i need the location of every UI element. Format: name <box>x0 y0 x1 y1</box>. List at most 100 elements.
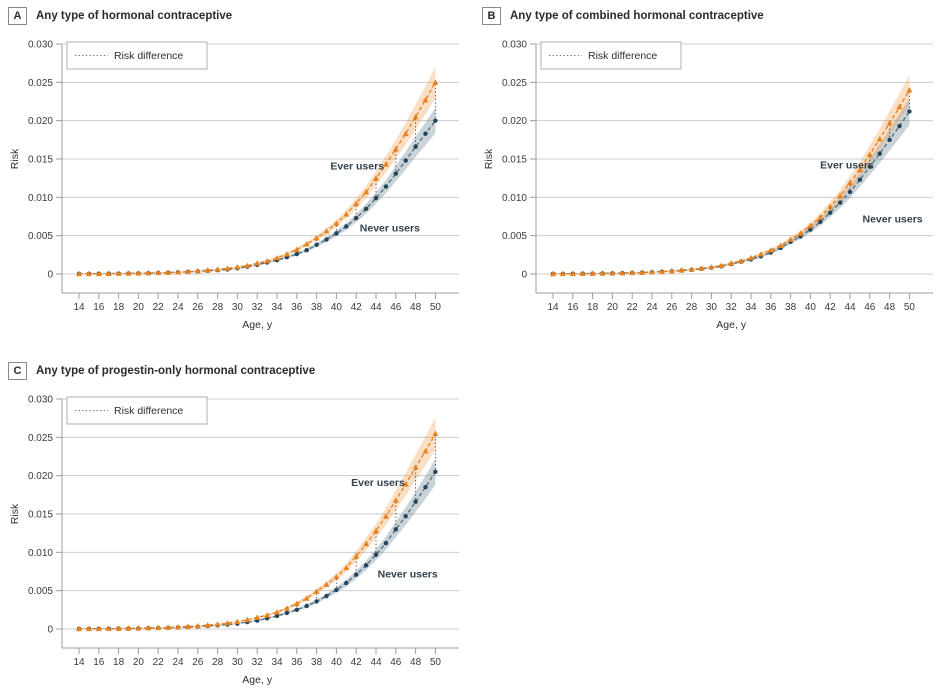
x-tick-label: 36 <box>765 302 777 313</box>
x-tick-label: 30 <box>706 302 718 313</box>
ever-users-marker <box>373 175 379 181</box>
ever-users-marker <box>95 270 102 277</box>
ever-users-marker <box>76 270 82 277</box>
ever-users-marker <box>303 241 310 247</box>
ever-users-marker <box>569 270 576 277</box>
ever-users-marker <box>234 618 241 625</box>
x-tick-label: 48 <box>410 657 422 668</box>
x-tick-label: 26 <box>192 302 204 313</box>
never-users-marker <box>284 610 290 616</box>
never-users-marker <box>314 242 319 248</box>
ever-users-marker <box>589 270 596 276</box>
ever-users-label: Ever users <box>351 477 405 489</box>
ever-users-marker <box>184 623 191 629</box>
x-tick-label: 16 <box>93 657 105 668</box>
y-tick-label: 0.010 <box>28 548 53 559</box>
ever-users-marker <box>363 540 370 547</box>
ever-users-marker <box>579 270 586 277</box>
x-tick-label: 30 <box>232 302 244 313</box>
never-users-marker <box>334 231 339 236</box>
ever-users-marker <box>244 616 251 623</box>
y-tick-label: 0.030 <box>502 40 527 51</box>
never-users-marker <box>413 499 418 504</box>
legend-label: Risk difference <box>588 50 657 62</box>
panel-a-header: A Any type of hormonal contraceptive <box>2 1 472 27</box>
x-tick-label: 14 <box>73 657 85 668</box>
y-tick-label: 0.030 <box>28 40 53 51</box>
ever-users-marker <box>214 621 221 627</box>
ever-users-marker <box>115 625 122 631</box>
never-users-marker <box>354 215 359 221</box>
y-tick-label: 0 <box>521 270 527 281</box>
ever-users-marker <box>155 269 162 276</box>
ever-users-marker <box>175 269 181 275</box>
x-tick-label: 38 <box>785 302 797 313</box>
never-users-marker <box>354 572 359 577</box>
never-users-marker <box>373 552 379 557</box>
never-users-marker <box>393 527 398 532</box>
ever-users-marker <box>767 247 774 253</box>
never-users-marker <box>334 587 339 593</box>
y-tick-label: 0.010 <box>502 193 527 204</box>
x-tick-label: 50 <box>430 302 442 313</box>
legend-label: Risk difference <box>114 50 183 62</box>
never-users-marker <box>433 118 438 123</box>
ever-users-marker <box>373 527 379 534</box>
ever-users-marker <box>115 270 122 276</box>
x-tick-label: 26 <box>666 302 678 313</box>
x-tick-label: 24 <box>172 302 184 313</box>
ever-users-marker <box>757 251 764 257</box>
never-users-label: Never users <box>360 223 420 235</box>
ever-users-marker <box>283 605 290 611</box>
x-tick-label: 26 <box>192 657 204 668</box>
ever-users-marker <box>343 211 350 217</box>
ever-users-marker <box>777 242 784 249</box>
legend-label: Risk difference <box>114 405 183 417</box>
y-tick-label: 0 <box>47 625 53 636</box>
x-tick-label: 28 <box>212 657 224 668</box>
ever-users-marker <box>678 267 685 273</box>
never-users-label: Never users <box>863 213 923 225</box>
panel-a-tag: A <box>8 7 27 25</box>
x-tick-label: 46 <box>390 302 402 313</box>
ever-users-marker <box>738 257 745 264</box>
ever-users-marker <box>353 553 360 559</box>
ever-users-marker <box>125 625 132 631</box>
panel-c-plot: 0 0.005 0.010 0.015 0.020 0.025 0.030 14 16 18 20 2… <box>9 395 459 686</box>
legend-box <box>540 41 682 70</box>
y-tick-label: 0.020 <box>28 116 53 127</box>
x-tick-label: 32 <box>252 657 264 668</box>
ever-users-marker <box>866 151 873 157</box>
x-tick-label: 14 <box>73 302 85 313</box>
ever-users-marker <box>906 87 913 93</box>
ever-users-marker <box>382 161 389 167</box>
x-tick-label: 36 <box>291 657 303 668</box>
x-tick-label: 34 <box>271 302 283 313</box>
never-users-marker <box>383 540 389 546</box>
y-tick-label: 0.015 <box>28 155 53 166</box>
never-users-marker <box>847 189 853 195</box>
ever-users-marker <box>76 625 82 632</box>
ever-users-marker <box>145 625 152 631</box>
x-tick-label: 44 <box>844 302 856 313</box>
ever-users-marker <box>422 96 429 103</box>
panel-b-title: Any type of combined hormonal contracept… <box>510 10 764 22</box>
y-tick-label: 0.020 <box>502 116 527 127</box>
y-tick-label: 0.025 <box>28 433 53 444</box>
ever-users-marker <box>550 270 556 277</box>
never-users-marker <box>907 109 912 114</box>
panel-b-plot: 0 0.005 0.010 0.015 0.020 0.025 0.030 14 16 18 20 2… <box>483 40 933 331</box>
x-tick-label: 28 <box>212 302 224 313</box>
ever-users-marker <box>619 270 626 276</box>
ever-users-marker <box>649 269 655 275</box>
never-users-marker <box>344 580 349 586</box>
x-tick-label: 48 <box>410 302 422 313</box>
ever-users-marker <box>718 262 725 268</box>
never-users-marker <box>274 613 280 619</box>
ever-users-marker <box>254 614 261 620</box>
panel-c-title: Any type of progestin-only hormonal cont… <box>36 365 316 377</box>
x-tick-label: 14 <box>547 302 559 313</box>
ever-users-marker <box>668 267 675 274</box>
ever-users-marker <box>382 513 389 519</box>
